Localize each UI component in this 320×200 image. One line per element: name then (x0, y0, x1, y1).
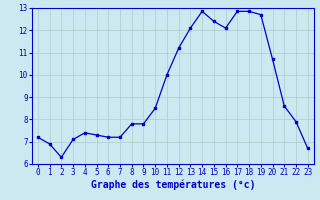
X-axis label: Graphe des températures (°c): Graphe des températures (°c) (91, 180, 255, 190)
